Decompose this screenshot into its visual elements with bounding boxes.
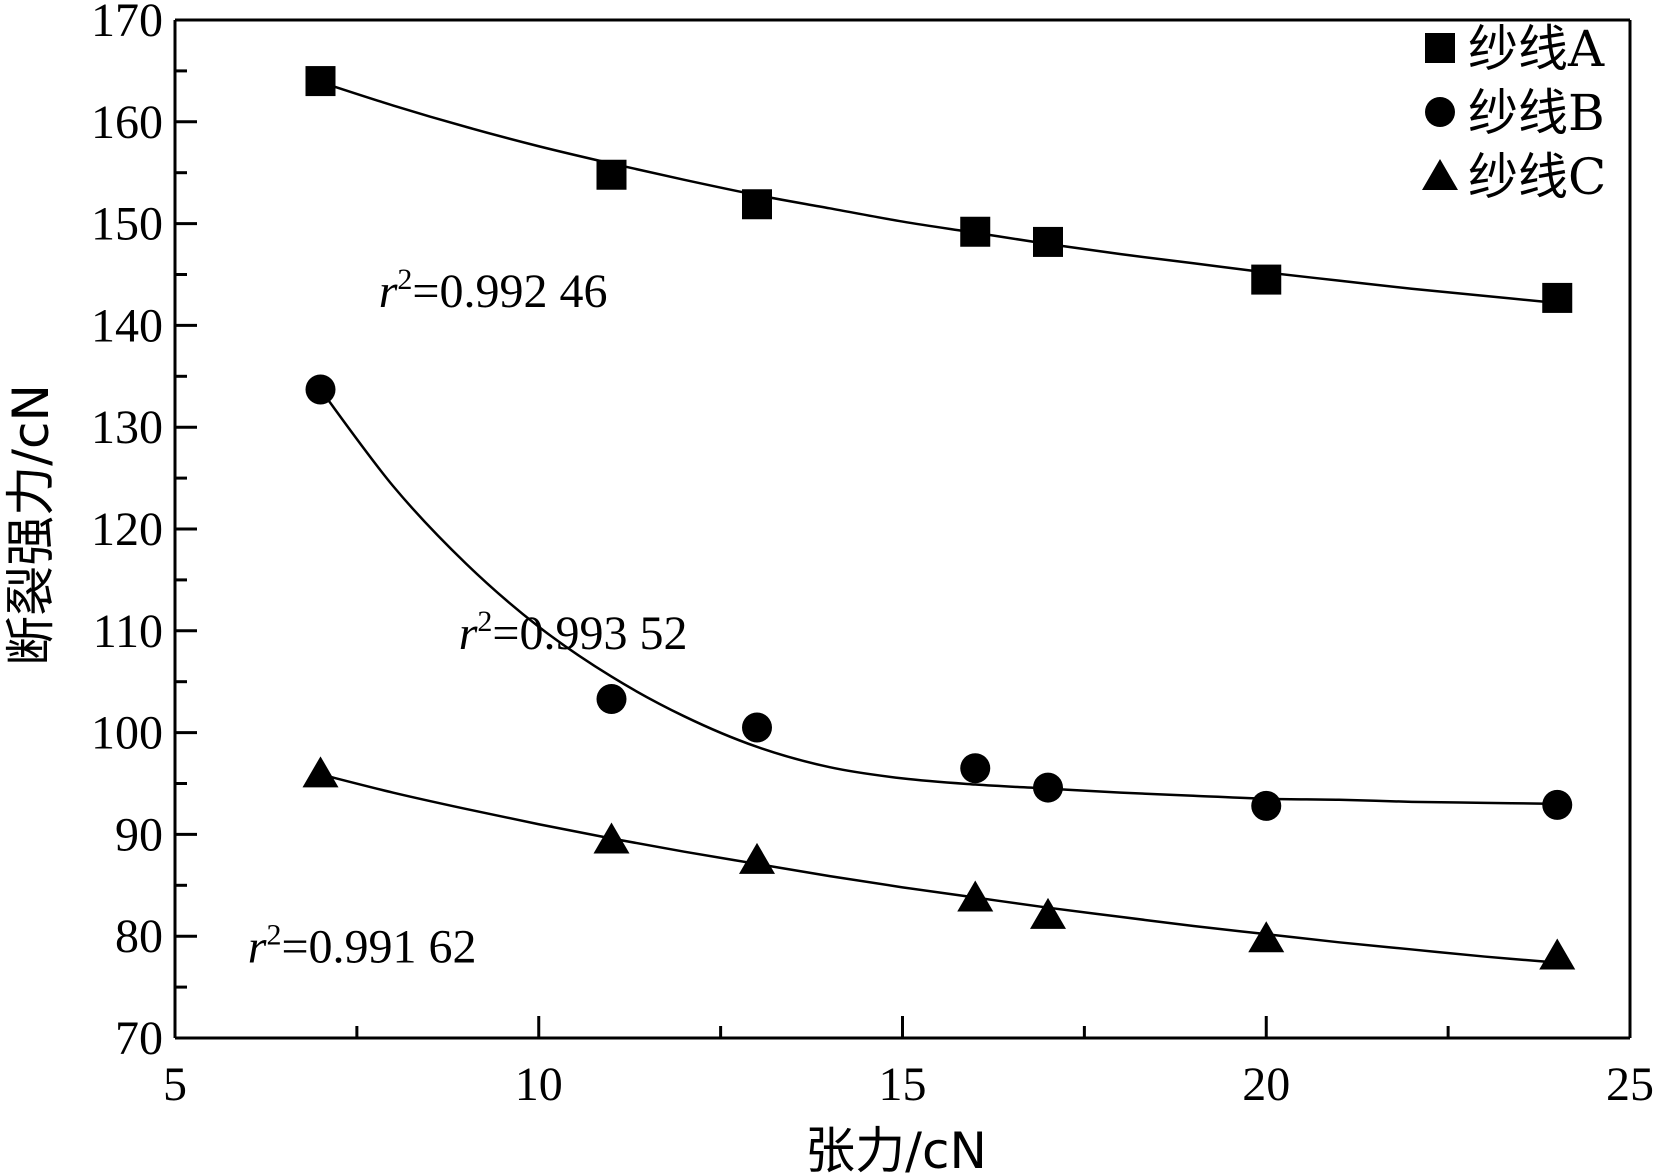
legend-label-c: 纱线C bbox=[1468, 148, 1606, 206]
point-series-c bbox=[1248, 921, 1285, 953]
point-series-c bbox=[1030, 897, 1066, 929]
axes: 5 10 15 20 25 70 80 90 100 110 120 130 140 150 160 170 bbox=[91, 0, 1654, 1111]
legend-marker-a bbox=[1425, 33, 1455, 63]
point-series-b bbox=[305, 374, 336, 405]
legend: 纱线A 纱线B 纱线C bbox=[1422, 20, 1606, 206]
x-axis-title: 张力/cN bbox=[805, 1122, 987, 1176]
y-tick-label: 90 bbox=[115, 808, 163, 861]
fit-curve-c bbox=[320, 773, 1558, 964]
y-tick-label: 140 bbox=[91, 299, 163, 352]
point-series-a bbox=[596, 159, 627, 190]
point-series-c bbox=[957, 880, 994, 912]
point-series-b bbox=[1251, 790, 1282, 821]
y-ticks: 70 80 90 100 110 120 130 140 150 160 170 bbox=[91, 0, 197, 1065]
point-series-c bbox=[593, 822, 630, 854]
y-tick-label: 120 bbox=[91, 503, 163, 556]
y-tick-label: 110 bbox=[93, 605, 163, 658]
x-tick-label: 5 bbox=[163, 1058, 187, 1111]
fit-curve-a bbox=[320, 80, 1558, 305]
data-points bbox=[302, 66, 1576, 970]
point-series-a bbox=[1542, 282, 1573, 313]
y-tick-label: 160 bbox=[91, 96, 163, 149]
x-ticks: 5 10 15 20 25 bbox=[163, 1016, 1654, 1111]
r2-annotations: r2=0.992 46 r2=0.993 52 r2=0.991 62 bbox=[248, 263, 688, 974]
point-series-a bbox=[1251, 264, 1282, 295]
x-tick-label: 10 bbox=[515, 1058, 563, 1111]
fit-curve-b bbox=[319, 388, 1558, 806]
point-series-a bbox=[960, 216, 991, 247]
legend-marker-c bbox=[1422, 159, 1458, 190]
point-series-c bbox=[739, 842, 775, 874]
fit-curves bbox=[319, 80, 1558, 964]
y-tick-label: 170 bbox=[91, 0, 163, 47]
y-tick-label: 150 bbox=[91, 198, 163, 251]
y-tick-label: 100 bbox=[91, 707, 163, 760]
point-series-a bbox=[1033, 226, 1063, 257]
point-series-b bbox=[1033, 772, 1063, 803]
x-tick-label: 20 bbox=[1242, 1058, 1290, 1111]
point-series-b bbox=[742, 712, 772, 743]
legend-label-a: 纱线A bbox=[1468, 20, 1605, 78]
point-series-a bbox=[742, 189, 772, 220]
y-tick-label: 70 bbox=[115, 1012, 163, 1065]
x-tick-label: 15 bbox=[879, 1058, 927, 1111]
x-tick-label: 25 bbox=[1606, 1058, 1654, 1111]
point-series-c bbox=[1539, 938, 1576, 970]
legend-label-b: 纱线B bbox=[1468, 84, 1605, 142]
legend-marker-b bbox=[1425, 97, 1455, 127]
r2-annotation: r2=0.993 52 bbox=[459, 605, 688, 660]
r2-annotation: r2=0.992 46 bbox=[379, 263, 608, 318]
point-series-b bbox=[960, 753, 991, 784]
r2-annotation: r2=0.991 62 bbox=[248, 919, 477, 974]
y-tick-label: 130 bbox=[91, 401, 163, 454]
y-tick-label: 80 bbox=[115, 910, 163, 963]
y-axis-title: 断裂强力/cN bbox=[2, 384, 60, 666]
point-series-b bbox=[596, 684, 627, 715]
point-series-b bbox=[1542, 789, 1573, 820]
point-series-c bbox=[302, 756, 339, 788]
point-series-a bbox=[305, 66, 336, 97]
